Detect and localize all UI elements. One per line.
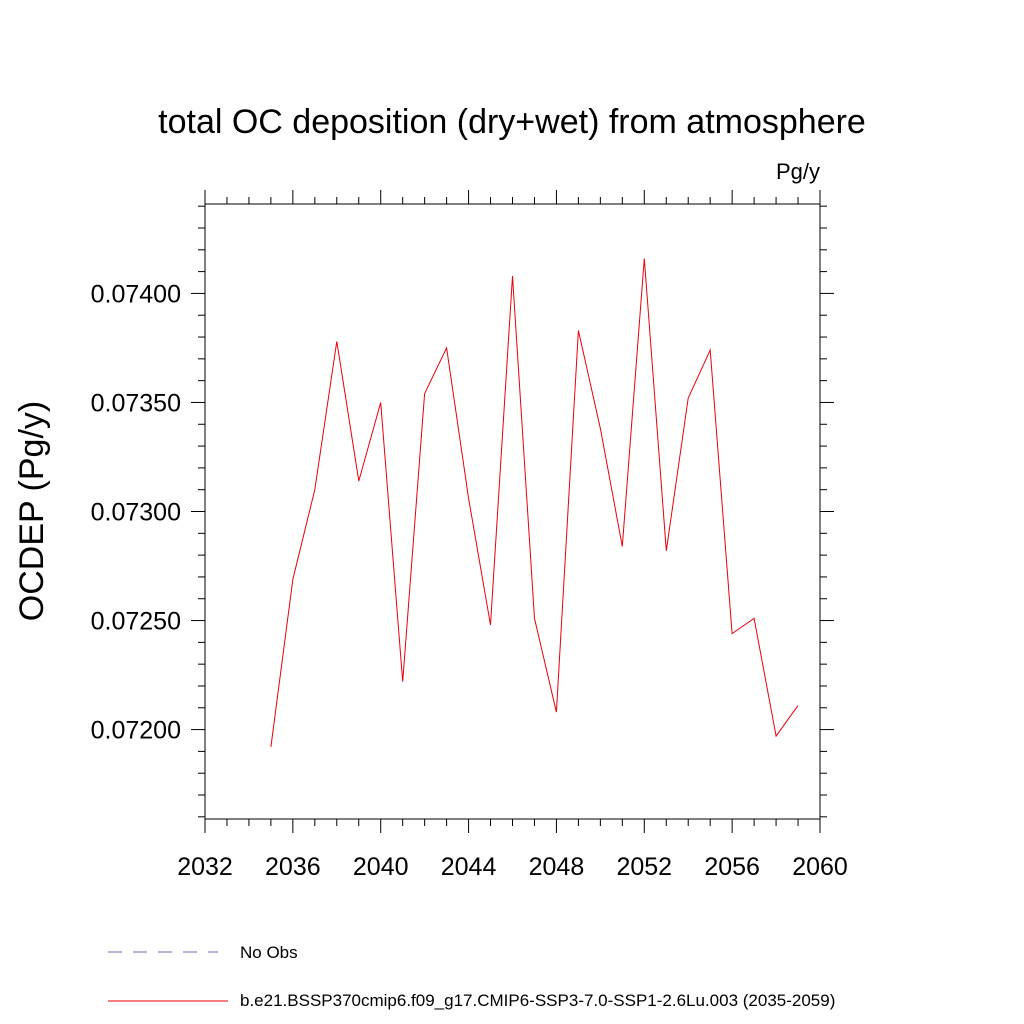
y-tick-label: 0.07250: [91, 608, 181, 636]
y-tick-label: 0.07400: [91, 280, 181, 308]
x-tick-label: 2044: [441, 853, 497, 881]
plot-frame: [204, 203, 821, 820]
legend-label-model-run: b.e21.BSSP370cmip6.f09_g17.CMIP6-SSP3-7.…: [240, 991, 835, 1010]
plot-series: [270, 258, 799, 748]
x-tick-label: 2048: [529, 853, 585, 881]
y-axis-label: OCDEP (Pg/y): [13, 401, 51, 621]
chart-title: total OC deposition (dry+wet) from atmos…: [158, 103, 866, 141]
legend: No Obs b.e21.BSSP370cmip6.f09_g17.CMIP6-…: [108, 943, 835, 1010]
y-tick-label: 0.07200: [91, 717, 181, 745]
x-tick-label: 2032: [177, 853, 233, 881]
y-tick-label: 0.07350: [91, 389, 181, 417]
series-line: [270, 258, 799, 748]
x-tick-label: 2036: [265, 853, 321, 881]
legend-label-no-obs: No Obs: [240, 943, 298, 962]
units-label: Pg/y: [776, 159, 820, 184]
tick-labels: 2032 2036 2040 2044 2048 2052 2056 2060 0.07200 0…: [91, 280, 848, 881]
y-tick-label: 0.07300: [91, 499, 181, 527]
x-tick-label: 2052: [616, 853, 672, 881]
tick-marks: [191, 190, 834, 833]
x-tick-label: 2040: [353, 853, 409, 881]
x-tick-label: 2060: [792, 853, 848, 881]
x-tick-label: 2056: [704, 853, 760, 881]
